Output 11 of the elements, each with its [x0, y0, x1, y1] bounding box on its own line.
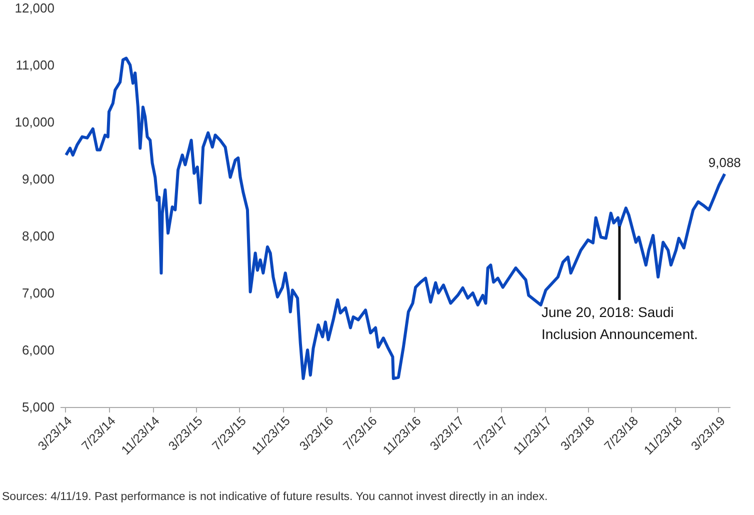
- y-tick-label: 11,000: [16, 58, 54, 72]
- annotation: 9,088: [708, 154, 741, 170]
- y-tick-label: 7,000: [22, 286, 54, 300]
- y-tick-label: 9,000: [22, 172, 54, 186]
- y-tick-label: 12,000: [14, 0, 54, 16]
- annotation: June 20, 2018: Saudi Inclusion Announcement.: [541, 304, 698, 342]
- y-tick-label: 8,000: [22, 228, 54, 244]
- y-tick-label: 5,000: [22, 400, 54, 414]
- y-tick-label: 6,000: [22, 342, 54, 358]
- y-tick-label: 10,000: [14, 114, 54, 130]
- source-note: Sources: 4/11/19. Past performance is not indicative of future results. You cannot invest directly in an index.: [2, 491, 548, 503]
